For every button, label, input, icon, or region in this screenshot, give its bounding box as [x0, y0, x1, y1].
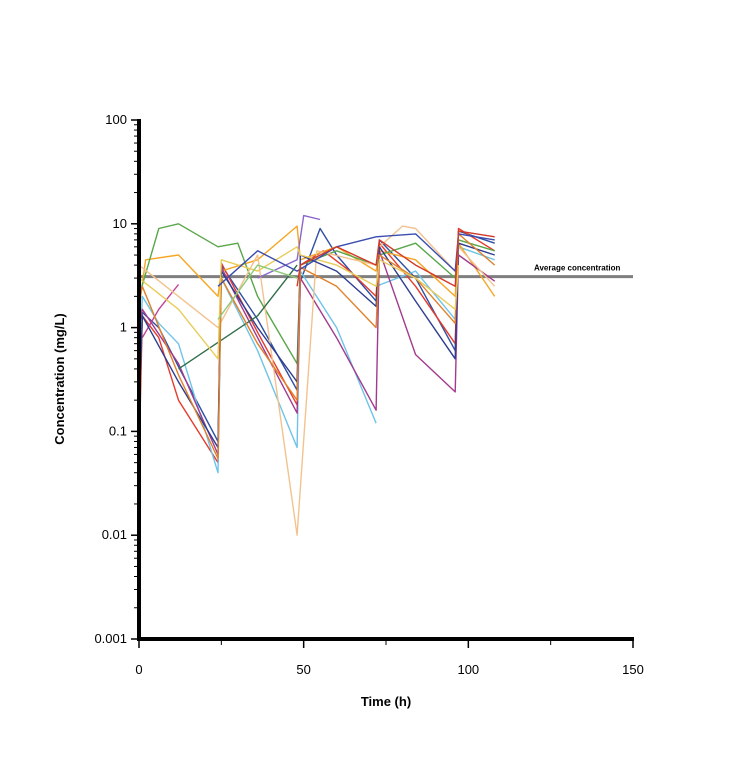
- series-line-12: [178, 264, 298, 370]
- y-tick-label: 1: [120, 320, 127, 335]
- series-line-1: [138, 227, 495, 443]
- series-line-10: [257, 214, 321, 279]
- series-line-6: [138, 223, 495, 365]
- series-line-9: [138, 225, 496, 536]
- series-line-11: [138, 242, 495, 449]
- ticks-layer: 0.001 0.01 0.1 1 10 100 0 50 100 150: [94, 112, 643, 677]
- x-axis-title: Time (h): [361, 694, 411, 709]
- y-tick-label: 10: [113, 216, 127, 231]
- series-line-3: [138, 270, 377, 474]
- average-concentration-label: Average concentration: [534, 264, 621, 273]
- y-tick-label: 0.1: [109, 423, 127, 438]
- x-tick-label: 0: [135, 662, 142, 677]
- series-line-14: [138, 246, 460, 360]
- series-line-2: [138, 227, 496, 464]
- series-line-17: [217, 264, 298, 320]
- y-tick-label: 100: [105, 112, 127, 127]
- series-line-7: [138, 250, 496, 456]
- series-line-8: [141, 284, 180, 339]
- series-layer: [138, 214, 496, 536]
- series-line-16: [296, 230, 495, 287]
- x-tick-label: 50: [296, 662, 310, 677]
- y-tick-label: 0.01: [102, 527, 127, 542]
- series-line-13: [138, 233, 496, 460]
- series-line-4: [375, 246, 495, 321]
- x-tick-label: 100: [457, 662, 479, 677]
- x-tick-label: 150: [622, 662, 644, 677]
- y-axis-title: Concentration (mg/L): [52, 313, 67, 444]
- y-tick-label: 0.001: [94, 631, 127, 646]
- axes-layer: [137, 119, 634, 641]
